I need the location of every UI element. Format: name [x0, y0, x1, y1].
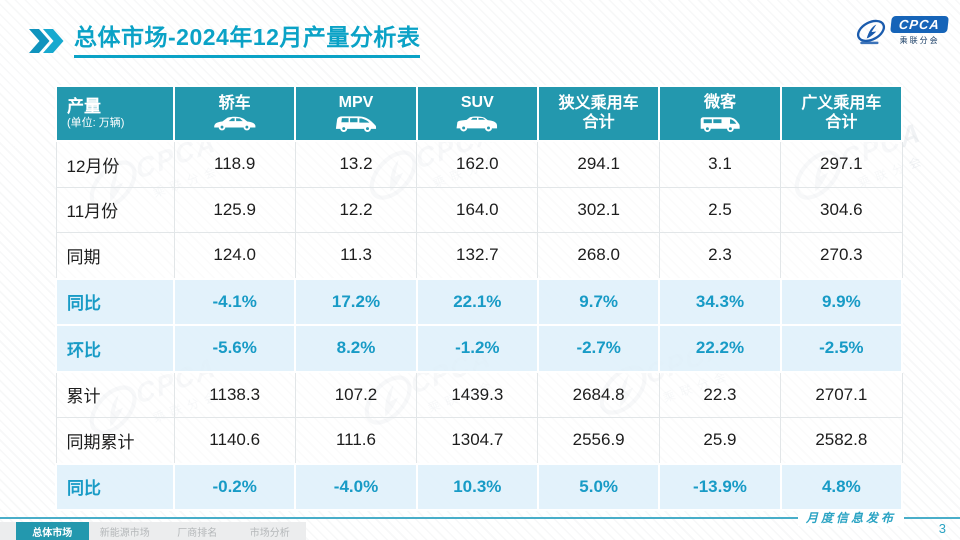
cell: 297.1	[780, 140, 903, 188]
cell: -4.1%	[172, 277, 297, 326]
cell: 270.3	[780, 232, 903, 279]
sedan-icon	[213, 116, 256, 131]
cell: 2.3	[658, 232, 782, 279]
footer-tab-market-analysis[interactable]: 市场分析	[249, 527, 290, 539]
column-header-suv: SUV	[415, 85, 539, 142]
row-label: 同比	[55, 277, 175, 326]
row-label: 12月份	[55, 140, 175, 188]
cell: -5.6%	[172, 324, 297, 373]
page-title-suffix: -2024年12月产量分析表	[168, 24, 421, 50]
cell: 1304.7	[416, 417, 539, 464]
cell: 22.1%	[415, 277, 539, 326]
table-row-cumulative-same-period: 同期累计 1140.6 111.6 1304.7 2556.9 25.9 258…	[55, 417, 903, 464]
cell: 11.3	[294, 232, 418, 279]
column-header-mpv: MPV	[294, 85, 418, 142]
cpca-logo: CPCA 乘联分会	[855, 16, 949, 48]
cell: 22.3	[658, 371, 782, 418]
cell: 1140.6	[173, 417, 296, 464]
row-label: 同期	[55, 232, 175, 279]
footer-divider	[0, 517, 960, 519]
column-header-metric: 产量 (单位: 万辆)	[55, 85, 175, 142]
table-row-yoy: 同比 -4.1% 17.2% 22.1% 9.7% 34.3% 9.9%	[55, 277, 904, 326]
cell: -4.0%	[294, 462, 418, 511]
cell: 2684.8	[537, 371, 660, 418]
column-header-sedan: 轿车	[172, 85, 297, 142]
row-label: 11月份	[55, 186, 175, 233]
metric-title: 产量	[67, 97, 101, 117]
footer-nav: 总体市场 新能源市场 厂商排名 市场分析	[0, 522, 306, 540]
cell: 5.0%	[536, 462, 661, 511]
cell: 1439.3	[416, 371, 539, 418]
mpv-icon	[335, 116, 377, 133]
cpca-logo-acronym: CPCA	[890, 16, 949, 33]
cell: 13.2	[294, 140, 418, 188]
cell: 22.2%	[658, 324, 782, 373]
cell: 304.6	[780, 186, 903, 233]
cell: 302.1	[537, 186, 660, 233]
table-row-nov: 11月份 125.9 12.2 164.0 302.1 2.5 304.6	[55, 186, 903, 233]
cell: 125.9	[173, 186, 296, 233]
column-header-npv-total: 狭义乘用车 合计	[536, 85, 661, 142]
cell: 2.5	[658, 186, 782, 233]
cell: 9.9%	[779, 277, 904, 326]
cell: 2556.9	[537, 417, 660, 464]
cell: 132.7	[416, 232, 539, 279]
table-header-row: 产量 (单位: 万辆) 轿车 MPV	[55, 85, 904, 142]
footer-tab-overall-market[interactable]: 总体市场	[16, 522, 89, 540]
cell: 124.0	[173, 232, 296, 279]
row-label: 同比	[55, 462, 175, 511]
footer-tab-oem-ranking[interactable]: 厂商排名	[177, 527, 218, 539]
production-table-container: 产量 (单位: 万辆) 轿车 MPV	[55, 85, 904, 511]
row-label: 环比	[55, 324, 175, 373]
table-row-dec: 12月份 118.9 13.2 162.0 294.1 3.1 297.1	[55, 140, 903, 188]
cell: 4.8%	[779, 462, 904, 511]
page-title: 总体市场-2024年12月产量分析表	[74, 24, 421, 58]
cell: 107.2	[294, 371, 418, 418]
row-label: 累计	[55, 371, 175, 418]
cell: 17.2%	[294, 277, 418, 326]
cpca-swoosh-icon	[857, 19, 886, 45]
table-row-cumulative: 累计 1138.3 107.2 1439.3 2684.8 22.3 2707.…	[55, 371, 903, 418]
metric-unit: (单位: 万辆)	[67, 116, 125, 129]
row-label: 同期累计	[55, 417, 175, 464]
table-row-mom: 环比 -5.6% 8.2% -1.2% -2.7% 22.2% -2.5%	[55, 324, 904, 373]
cell: -0.2%	[172, 462, 297, 511]
cell: -1.2%	[415, 324, 539, 373]
cell: 3.1	[658, 140, 782, 188]
cell: 268.0	[537, 232, 660, 279]
cell: 12.2	[294, 186, 418, 233]
production-table: 产量 (单位: 万辆) 轿车 MPV	[55, 85, 904, 511]
suv-icon	[456, 116, 498, 132]
footer-note: 月度信息发布	[797, 509, 904, 526]
cell: 8.2%	[294, 324, 418, 373]
cell: 10.3%	[415, 462, 539, 511]
cell: -2.7%	[536, 324, 661, 373]
cpca-logo-subtitle: 乘联分会	[899, 36, 940, 45]
cell: 25.9	[658, 417, 782, 464]
cell: 9.7%	[536, 277, 661, 326]
column-header-bpv-total: 广义乘用车 合计	[779, 85, 904, 142]
cell: 111.6	[294, 417, 418, 464]
table-row-same-period: 同期 124.0 11.3 132.7 268.0 2.3 270.3	[55, 232, 903, 279]
cell: 118.9	[173, 140, 296, 188]
double-chevron-icon	[29, 28, 64, 53]
title-bar: 总体市场-2024年12月产量分析表	[28, 24, 421, 58]
cell: -13.9%	[658, 462, 782, 511]
cell: 34.3%	[658, 277, 782, 326]
footer-tab-nev-market[interactable]: 新能源市场	[99, 527, 150, 539]
column-header-minibus: 微客	[658, 85, 782, 142]
cell: 164.0	[416, 186, 539, 233]
cell: -2.5%	[779, 324, 904, 373]
cell: 294.1	[537, 140, 660, 188]
cell: 2707.1	[780, 371, 903, 418]
minibus-icon	[700, 116, 740, 132]
page-number: 3	[938, 521, 946, 536]
table-row-cumulative-yoy: 同比 -0.2% -4.0% 10.3% 5.0% -13.9% 4.8%	[55, 462, 904, 511]
cell: 1138.3	[173, 371, 296, 418]
page-title-prefix: 总体市场	[74, 24, 168, 50]
cell: 2582.8	[780, 417, 903, 464]
cell: 162.0	[416, 140, 539, 188]
